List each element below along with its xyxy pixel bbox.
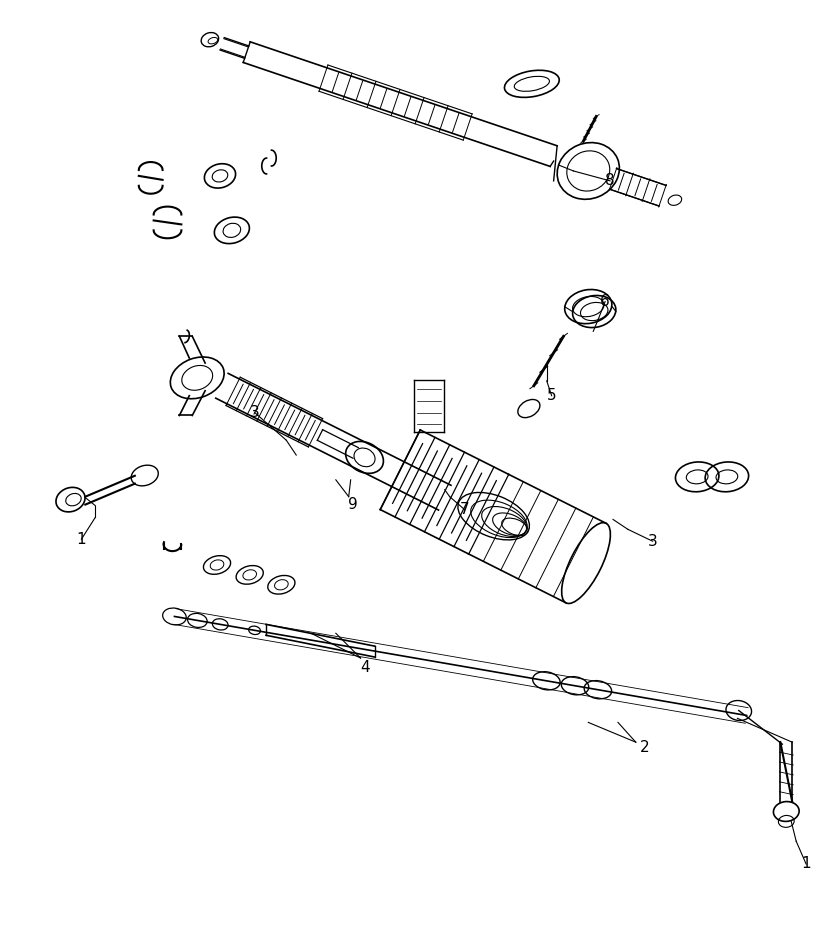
- Text: 1: 1: [77, 532, 86, 547]
- Text: 3: 3: [648, 534, 657, 549]
- Text: 8: 8: [605, 173, 615, 188]
- Text: 9: 9: [348, 497, 357, 512]
- Text: 7: 7: [460, 502, 469, 517]
- Text: 1: 1: [802, 857, 811, 871]
- Text: 5: 5: [547, 388, 556, 403]
- Text: 2: 2: [640, 740, 650, 755]
- Text: 4: 4: [361, 660, 371, 676]
- Text: 6: 6: [600, 294, 610, 309]
- Text: 3: 3: [250, 405, 260, 420]
